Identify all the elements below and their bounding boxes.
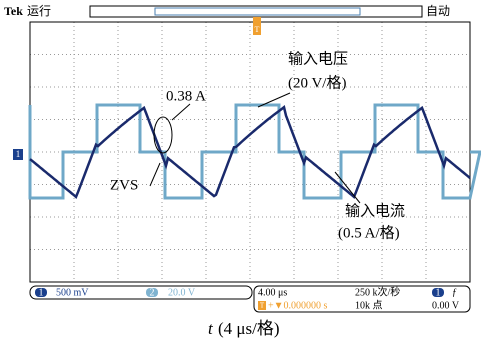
trig-level: 0.00 V (432, 300, 460, 311)
trigger-position: +▼0.000000 s (268, 300, 328, 311)
caption-symbol: t (208, 319, 214, 338)
ch1-number: 1 (39, 287, 44, 298)
waveforms (30, 105, 480, 198)
current-label: 输入电流 (345, 202, 405, 219)
current-scale: (0.5 A/格) (338, 224, 400, 241)
trigger-marker-label: T (255, 25, 260, 34)
caption-unit: (4 μs/格) (218, 319, 280, 338)
trigger-mode: 自动 (426, 4, 450, 18)
run-status: 运行 (27, 4, 51, 18)
channel-marker-label: 1 (16, 149, 21, 159)
brand: Tek (4, 4, 23, 18)
ch2-scale: 20.0 V (168, 287, 196, 298)
voltage-scale: (20 V/格) (288, 74, 346, 91)
timebase: 4.00 μs (258, 287, 287, 298)
ch2-number: 2 (150, 287, 155, 298)
peak-ellipse (154, 117, 172, 153)
voltage-trace (30, 105, 480, 198)
record-length: 10k 点 (355, 299, 383, 311)
page: Tek 运行 自动 T 1 输入电压 (20 V/格) 0.38 A ZVS 输… (0, 0, 481, 343)
record-window (155, 8, 360, 15)
peak-pointer (172, 104, 190, 120)
trig-ch: 1 (436, 287, 441, 298)
zvs-label: ZVS (110, 177, 138, 193)
trig-slope: ƒ (452, 287, 457, 298)
peak-label: 0.38 A (166, 88, 206, 104)
voltage-label: 输入电压 (288, 50, 348, 67)
scope-screenshot: Tek 运行 自动 T 1 输入电压 (20 V/格) 0.38 A ZVS 输… (0, 0, 481, 343)
ch1-scale: 500 mV (56, 287, 89, 298)
zvs-pointer (150, 163, 160, 186)
sample-rate: 250 k次/秒 (355, 285, 400, 298)
trigger-icon: T (260, 302, 265, 310)
